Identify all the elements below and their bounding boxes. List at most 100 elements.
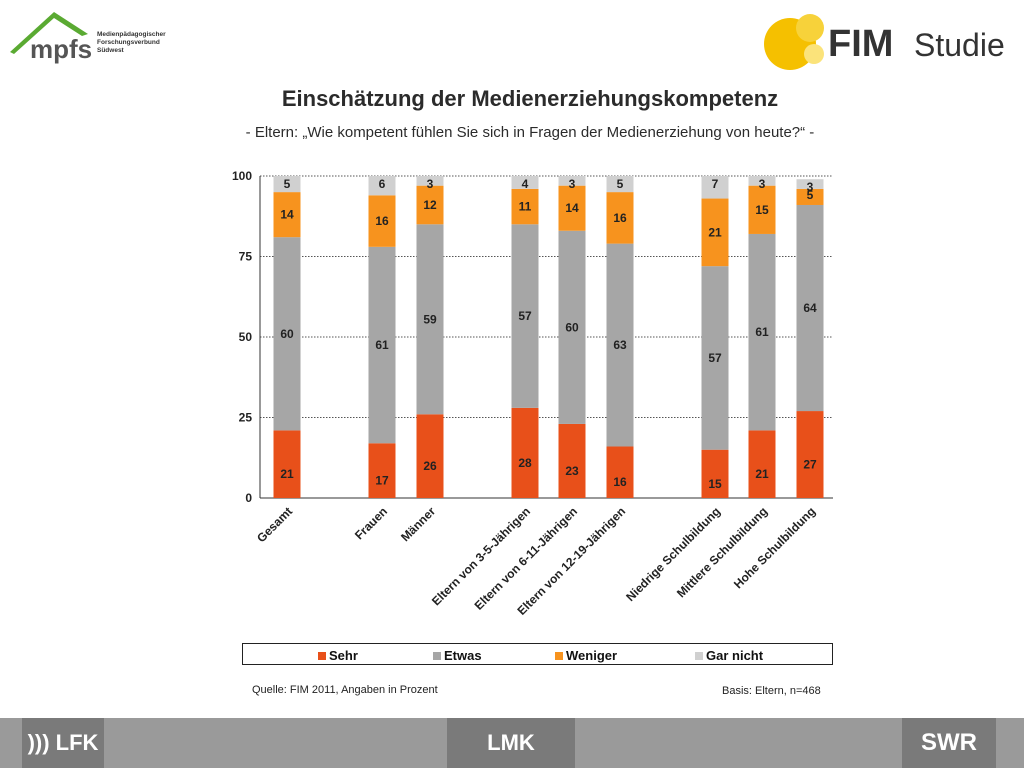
bar-niedrige-schulbildung-gar-nicht bbox=[701, 176, 729, 199]
x-tick-label-frauen: Frauen bbox=[352, 504, 390, 542]
data-label-eltern-von-3-5-jaehrigen-weniger: 11 bbox=[519, 200, 532, 214]
bar-eltern-von-12-19-jaehrigen-etwas bbox=[606, 243, 634, 447]
legend-item-sehr: Sehr bbox=[318, 648, 358, 663]
legend-swatch-weniger bbox=[555, 651, 563, 660]
data-label-eltern-von-3-5-jaehrigen-gar-nicht: 4 bbox=[522, 177, 529, 191]
bar-frauen-weniger bbox=[368, 195, 396, 247]
data-label-eltern-von-12-19-jaehrigen-gar-nicht: 5 bbox=[617, 177, 624, 191]
data-label-maenner-sehr: 26 bbox=[423, 459, 437, 473]
chart-title: Einschätzung der Medienerziehungskompete… bbox=[281, 86, 779, 111]
bar-eltern-von-3-5-jaehrigen-sehr bbox=[511, 407, 539, 498]
data-label-hohe-schulbildung-weniger: 5 bbox=[807, 188, 814, 202]
chart-legend: Sehr Etwas Weniger Gar nicht bbox=[242, 643, 833, 665]
swr-logo: SWR bbox=[902, 718, 996, 768]
data-label-eltern-von-3-5-jaehrigen-sehr: 28 bbox=[518, 456, 532, 470]
bar-frauen-gar-nicht bbox=[368, 176, 396, 196]
data-label-eltern-von-12-19-jaehrigen-sehr: 16 bbox=[613, 475, 627, 489]
lfk-logo: ))) LFK bbox=[22, 718, 104, 768]
data-label-hohe-schulbildung-etwas: 64 bbox=[803, 301, 817, 315]
legend-item-weniger: Weniger bbox=[555, 648, 617, 663]
x-tick-label-mittlere-schulbildung: Mittlere Schulbildung bbox=[674, 504, 770, 600]
bar-frauen-sehr bbox=[368, 443, 396, 498]
bar-mittlere-schulbildung-etwas bbox=[748, 233, 776, 431]
legend-item-etwas: Etwas bbox=[433, 648, 482, 663]
x-tick-label-gesamt: Gesamt bbox=[254, 504, 295, 545]
x-tick-label-maenner: Männer bbox=[398, 504, 438, 544]
bar-niedrige-schulbildung-weniger bbox=[701, 198, 729, 267]
bar-eltern-von-12-19-jaehrigen-sehr bbox=[606, 446, 634, 498]
bar-eltern-von-3-5-jaehrigen-weniger bbox=[511, 188, 539, 225]
data-label-mittlere-schulbildung-etwas: 61 bbox=[755, 325, 769, 339]
bar-maenner-gar-nicht bbox=[416, 176, 444, 186]
bar-niedrige-schulbildung-etwas bbox=[701, 266, 729, 450]
bar-eltern-von-6-11-jaehrigen-gar-nicht bbox=[558, 176, 586, 186]
bar-eltern-von-6-11-jaehrigen-etwas bbox=[558, 230, 586, 424]
footer-bar: ))) LFK LMK SWR bbox=[0, 718, 1024, 768]
basis-note: Basis: Eltern, n=468 bbox=[722, 685, 821, 697]
legend-swatch-etwas bbox=[433, 651, 441, 660]
bar-gesamt-weniger bbox=[273, 192, 301, 238]
bar-mittlere-schulbildung-sehr bbox=[748, 430, 776, 498]
data-label-mittlere-schulbildung-sehr: 21 bbox=[755, 467, 769, 481]
y-tick-label-75: 75 bbox=[239, 250, 253, 264]
data-label-eltern-von-12-19-jaehrigen-etwas: 63 bbox=[613, 338, 627, 352]
bar-frauen-etwas bbox=[368, 246, 396, 444]
bar-eltern-von-6-11-jaehrigen-sehr bbox=[558, 423, 586, 498]
legend-swatch-gar-nicht bbox=[695, 651, 703, 660]
source-note: Quelle: FIM 2011, Angaben in Prozent bbox=[252, 684, 438, 696]
data-label-frauen-weniger: 16 bbox=[375, 214, 389, 228]
data-label-maenner-weniger: 12 bbox=[423, 198, 437, 212]
bar-mittlere-schulbildung-gar-nicht bbox=[748, 176, 776, 186]
bar-gesamt-etwas bbox=[273, 237, 301, 431]
bar-hohe-schulbildung-sehr bbox=[796, 411, 824, 498]
bar-gesamt-sehr bbox=[273, 430, 301, 498]
data-label-eltern-von-12-19-jaehrigen-weniger: 16 bbox=[613, 211, 627, 225]
data-label-niedrige-schulbildung-weniger: 21 bbox=[708, 225, 722, 239]
x-tick-label-hohe-schulbildung: Hohe Schulbildung bbox=[731, 504, 818, 591]
legend-swatch-sehr bbox=[318, 651, 326, 660]
bar-hohe-schulbildung-gar-nicht bbox=[796, 179, 824, 189]
bar-gesamt-gar-nicht bbox=[273, 176, 301, 193]
data-label-niedrige-schulbildung-etwas: 57 bbox=[708, 351, 722, 365]
bar-eltern-von-6-11-jaehrigen-weniger bbox=[558, 185, 586, 231]
bar-eltern-von-12-19-jaehrigen-gar-nicht bbox=[606, 176, 634, 193]
data-label-eltern-von-3-5-jaehrigen-etwas: 57 bbox=[518, 309, 532, 323]
lmk-logo: LMK bbox=[447, 718, 575, 768]
bar-niedrige-schulbildung-sehr bbox=[701, 449, 729, 498]
y-tick-label-0: 0 bbox=[245, 491, 252, 505]
bar-hohe-schulbildung-etwas bbox=[796, 204, 824, 412]
bar-mittlere-schulbildung-weniger bbox=[748, 185, 776, 234]
data-label-frauen-etwas: 61 bbox=[375, 338, 389, 352]
data-label-hohe-schulbildung-sehr: 27 bbox=[803, 458, 817, 472]
svg-text:mpfs: mpfs bbox=[30, 34, 92, 64]
chart-subtitle: - Eltern: „Wie kompetent fühlen Sie sich… bbox=[245, 124, 815, 141]
bar-eltern-von-3-5-jaehrigen-gar-nicht bbox=[511, 176, 539, 189]
bar-maenner-etwas bbox=[416, 224, 444, 415]
data-label-eltern-von-6-11-jaehrigen-etwas: 60 bbox=[565, 320, 579, 334]
legend-item-gar-nicht: Gar nicht bbox=[695, 648, 763, 663]
mpfs-logo-subtitle: Medienpädagogischer Forschungsverbund Sü… bbox=[97, 31, 166, 54]
bar-eltern-von-3-5-jaehrigen-etwas bbox=[511, 224, 539, 408]
y-tick-label-50: 50 bbox=[239, 330, 253, 344]
data-label-mittlere-schulbildung-gar-nicht: 3 bbox=[759, 177, 766, 191]
bar-hohe-schulbildung-weniger bbox=[796, 188, 824, 205]
data-label-gesamt-gar-nicht: 5 bbox=[284, 177, 291, 191]
y-tick-label-100: 100 bbox=[232, 169, 252, 183]
data-label-gesamt-etwas: 60 bbox=[280, 327, 294, 341]
mpfs-logo: mpfs bbox=[10, 12, 92, 64]
data-label-gesamt-weniger: 14 bbox=[280, 208, 294, 222]
svg-text:Studie: Studie bbox=[914, 27, 1005, 63]
bar-maenner-weniger bbox=[416, 185, 444, 225]
data-label-niedrige-schulbildung-sehr: 15 bbox=[708, 477, 722, 491]
data-label-mittlere-schulbildung-weniger: 15 bbox=[755, 203, 769, 217]
data-label-eltern-von-6-11-jaehrigen-weniger: 14 bbox=[565, 201, 579, 215]
data-label-hohe-schulbildung-gar-nicht: 3 bbox=[807, 180, 814, 194]
data-label-maenner-gar-nicht: 3 bbox=[427, 177, 434, 191]
data-label-eltern-von-6-11-jaehrigen-sehr: 23 bbox=[565, 464, 579, 478]
data-label-niedrige-schulbildung-gar-nicht: 7 bbox=[712, 177, 719, 191]
data-label-maenner-etwas: 59 bbox=[423, 312, 437, 326]
bar-maenner-sehr bbox=[416, 414, 444, 498]
data-label-eltern-von-6-11-jaehrigen-gar-nicht: 3 bbox=[569, 177, 576, 191]
data-label-frauen-sehr: 17 bbox=[375, 474, 389, 488]
